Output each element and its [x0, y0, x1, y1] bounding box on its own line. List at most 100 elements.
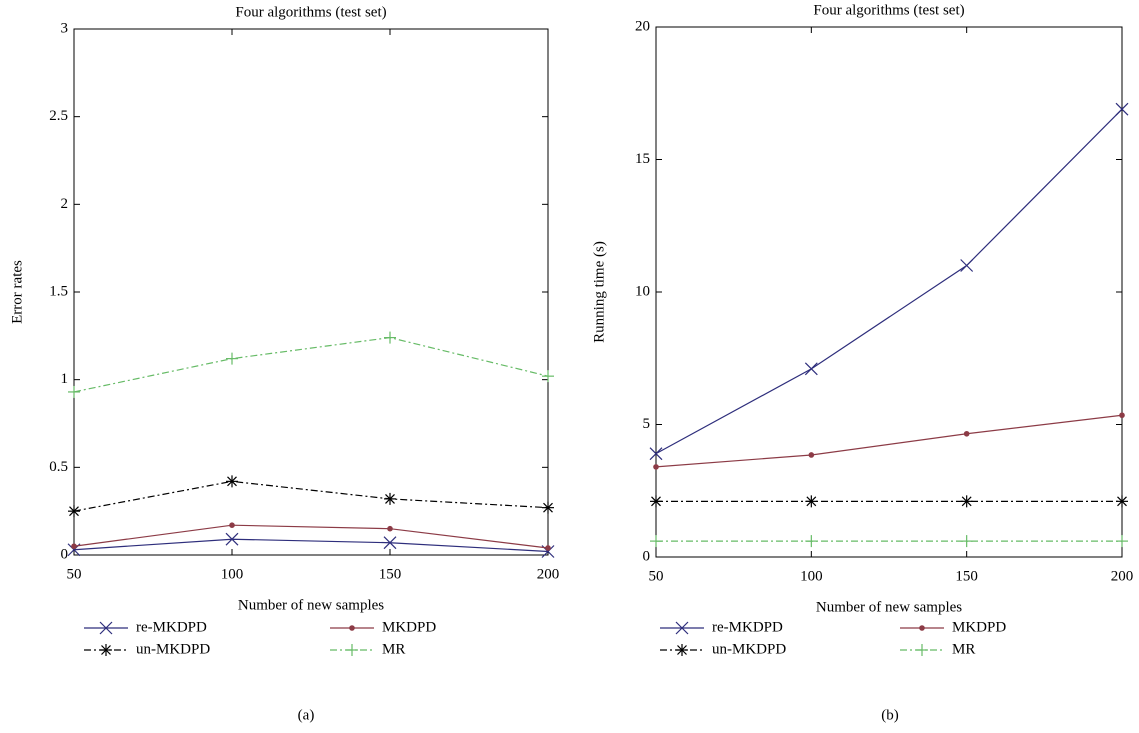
caption: (a) [298, 707, 315, 723]
x-tick-label: 150 [379, 566, 402, 582]
marker [387, 525, 393, 532]
marker [226, 352, 238, 365]
chart: Four algorithms (test set) 0 5 10 15 20 50 100 1… [591, 2, 1133, 723]
marker-dot [349, 625, 355, 631]
marker-stroke [225, 532, 239, 546]
marker [542, 370, 554, 383]
marker [384, 492, 396, 505]
x-axis-label: Number of new samples [238, 597, 384, 613]
marker-dot [653, 464, 659, 470]
marker-stroke [101, 645, 111, 655]
marker-stroke [960, 259, 974, 272]
marker [805, 495, 818, 508]
marker [349, 625, 355, 631]
chart: Four algorithms (test set) 0 0.5 1 1.5 2 2.5 3 5… [9, 4, 559, 723]
marker-stroke [804, 362, 818, 376]
marker [650, 495, 662, 508]
marker-dot [71, 543, 77, 550]
series-line [655, 414, 1123, 468]
marker-stroke [1117, 496, 1127, 507]
marker [805, 535, 818, 548]
marker-stroke [385, 493, 395, 504]
marker-stroke [227, 476, 237, 487]
legend-item: re-MKDPD [84, 619, 207, 635]
marker [71, 543, 77, 550]
marker [675, 621, 689, 635]
legend-label: MKDPD [382, 619, 436, 635]
marker [919, 625, 925, 631]
marker-stroke [806, 496, 817, 507]
marker [916, 644, 928, 656]
marker [649, 447, 663, 461]
x-tick-label: 50 [649, 568, 664, 584]
series-line [73, 336, 549, 393]
marker [963, 430, 970, 437]
series-line [655, 108, 1123, 455]
x-tick-label: 50 [67, 566, 82, 582]
marker [804, 362, 818, 376]
marker-stroke [383, 536, 397, 550]
marker [650, 535, 662, 548]
y-tick-label: 0 [643, 548, 651, 564]
legend-item: MR [900, 641, 975, 657]
y-tick-label: 20 [635, 18, 650, 34]
legend-item: un-MKDPD [660, 641, 786, 657]
legend-label: un-MKDPD [712, 641, 786, 657]
marker-dot [545, 545, 551, 551]
x-tick-label: 200 [1111, 568, 1134, 584]
y-tick-label: 15 [635, 151, 650, 167]
chart-title: Four algorithms (test set) [235, 4, 386, 20]
y-tick-label: 3 [61, 20, 69, 36]
legend-label: MR [952, 641, 975, 657]
marker [229, 522, 235, 528]
legend-label: MKDPD [952, 619, 1006, 635]
y-tick-label: 2 [61, 196, 69, 212]
marker [226, 475, 238, 488]
marker [960, 495, 973, 508]
marker [542, 501, 554, 514]
legend-item: MKDPD [900, 619, 1006, 635]
legend-item: un-MKDPD [84, 641, 210, 657]
marker-stroke [677, 645, 687, 655]
marker-stroke [649, 447, 663, 461]
y-tick-label: 5 [643, 416, 651, 432]
marker-stroke [543, 502, 553, 513]
marker [1116, 495, 1128, 508]
y-tick-label: 0.5 [49, 459, 68, 475]
x-tick-label: 100 [800, 568, 823, 584]
marker [384, 331, 396, 344]
legend-label: re-MKDPD [136, 619, 207, 635]
marker-dot [919, 625, 925, 631]
plot-frame [655, 26, 1123, 558]
legend-item: MR [330, 641, 405, 657]
caption: (b) [881, 707, 899, 723]
marker [1115, 102, 1129, 116]
legend-label: re-MKDPD [712, 619, 783, 635]
marker [383, 536, 397, 550]
chart-title: Four algorithms (test set) [813, 2, 964, 18]
marker-dot [963, 430, 970, 437]
marker-stroke [69, 506, 79, 517]
marker [1119, 412, 1125, 419]
series-line [73, 538, 549, 553]
marker [100, 644, 112, 656]
series-line [73, 480, 549, 512]
marker-stroke [651, 496, 661, 507]
marker-stroke [1115, 102, 1129, 116]
marker [99, 621, 113, 635]
marker [225, 532, 239, 546]
y-axis-label: Error rates [9, 260, 25, 324]
marker-stroke [541, 545, 555, 558]
series-line [73, 524, 549, 549]
marker [346, 644, 358, 656]
x-tick-label: 200 [537, 566, 560, 582]
x-axis-label: Number of new samples [816, 599, 962, 615]
x-tick-label: 100 [221, 566, 244, 582]
marker-stroke [675, 621, 689, 635]
y-tick-label: 10 [635, 283, 650, 299]
y-tick-label: 0 [61, 546, 69, 562]
marker [1116, 535, 1128, 548]
y-axis-label: Running time (s) [591, 241, 607, 343]
